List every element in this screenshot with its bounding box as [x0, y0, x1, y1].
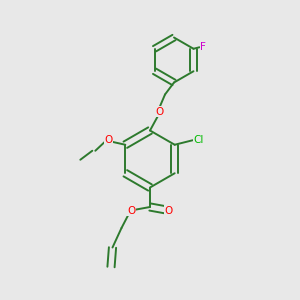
Text: O: O [127, 206, 135, 216]
Text: F: F [200, 42, 206, 52]
Text: O: O [104, 135, 112, 145]
Text: Cl: Cl [194, 135, 204, 145]
Text: O: O [164, 206, 172, 216]
Text: O: O [155, 106, 163, 117]
